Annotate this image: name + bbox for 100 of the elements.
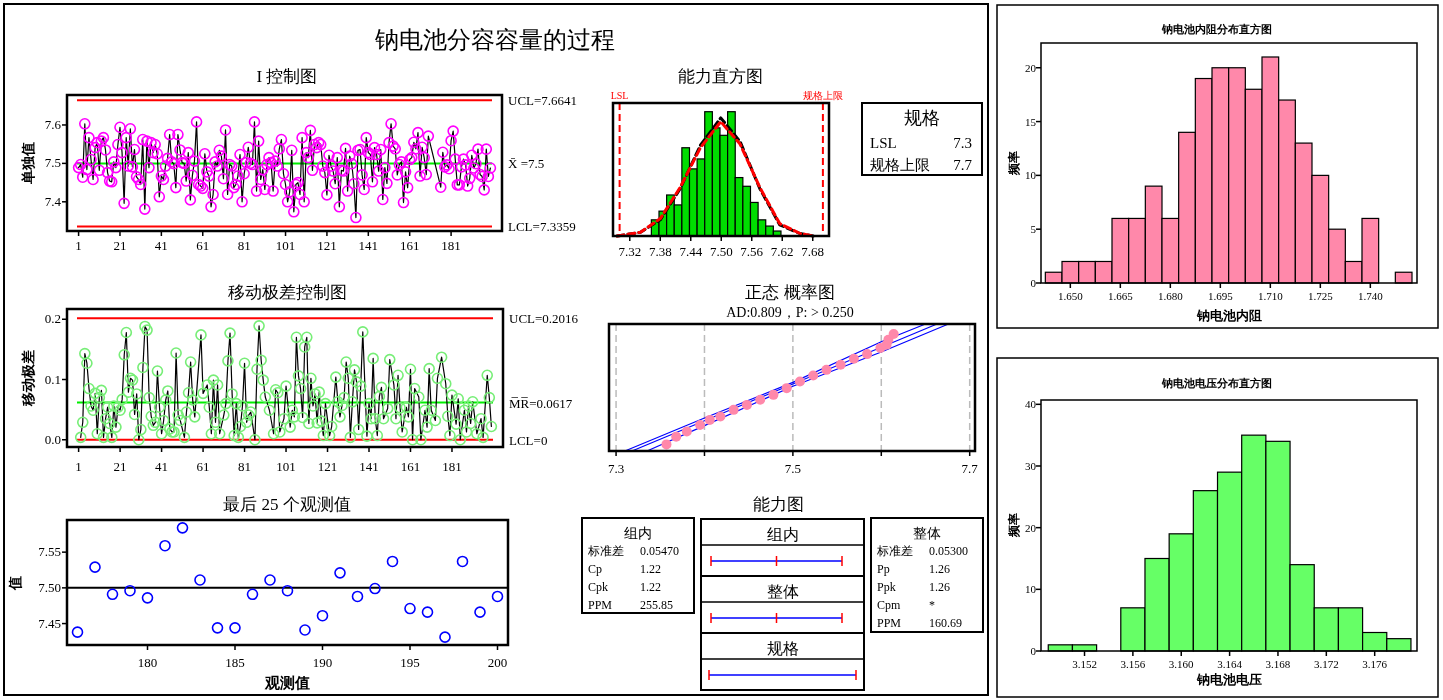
y-tick-label: 7.55 xyxy=(38,544,61,560)
text: 组内 xyxy=(766,526,799,543)
x-tick-label: 141 xyxy=(359,459,379,474)
x-tick-label: 3.156 xyxy=(1120,658,1146,670)
x-tick-label: 185 xyxy=(225,655,245,670)
x-tick-label: 1 xyxy=(75,238,82,253)
text: PPM xyxy=(588,598,613,612)
chart-title: 最后 25 个观测值 xyxy=(223,495,351,514)
y-tick-label: 7.4 xyxy=(44,193,62,209)
text: * xyxy=(929,598,935,612)
text: 整体 xyxy=(913,526,941,541)
text: 0.05470 xyxy=(640,544,679,558)
x-tick-label: 161 xyxy=(400,459,421,474)
y-axis-title: 频率 xyxy=(1007,513,1021,538)
ref-line-label: LCL=7.3359 xyxy=(508,219,576,235)
y-axis-title: 值 xyxy=(8,576,23,591)
x-tick-label: 41 xyxy=(154,238,168,253)
text: 标准差 xyxy=(876,544,913,558)
text: 7.7 xyxy=(953,157,973,173)
ref-line-label: UCL=7.6641 xyxy=(508,93,578,109)
x-tick-label: 3.168 xyxy=(1265,658,1291,670)
chart-title: 能力直方图 xyxy=(677,67,763,86)
x-tick-label: 101 xyxy=(276,459,296,474)
x-tick-label: 7.3 xyxy=(607,461,625,476)
y-tick-label: 0.1 xyxy=(44,371,61,387)
y-tick-label: 7.6 xyxy=(44,116,62,132)
x-tick-label: 81 xyxy=(237,238,251,253)
x-tick-label: 181 xyxy=(441,238,461,253)
x-tick-label: 7.38 xyxy=(648,244,672,259)
ref-line-label: LCL=0 xyxy=(509,432,548,448)
y-axis-title: 频率 xyxy=(1007,151,1021,176)
text: 7.3 xyxy=(953,135,972,151)
x-tick-label: 195 xyxy=(400,655,420,670)
text: Pp xyxy=(877,562,890,576)
x-tick-label: 101 xyxy=(275,238,296,253)
ref-line-label: 规格上限 xyxy=(802,90,843,101)
text: 1.22 xyxy=(640,562,661,576)
x-tick-label: 3.172 xyxy=(1313,658,1339,670)
chart-title: 移动极差控制图 xyxy=(227,283,347,302)
text: 1.22 xyxy=(640,580,661,594)
x-tick-label: 1.650 xyxy=(1057,290,1084,302)
x-tick-label: 7.32 xyxy=(618,244,642,259)
chart-subtitle: I 控制图 xyxy=(256,67,318,86)
chart-title: 钠电池分容容量的过程 xyxy=(374,27,615,53)
text: 255.85 xyxy=(640,598,673,612)
x-tick-label: 3.160 xyxy=(1168,658,1195,670)
text: 160.69 xyxy=(929,616,962,630)
x-tick-label: 1.665 xyxy=(1107,290,1134,302)
y-tick-label: 10 xyxy=(1025,169,1037,182)
x-axis-title: 观测值 xyxy=(263,675,310,691)
x-tick-label: 3.176 xyxy=(1362,658,1388,670)
chart-title: 钠电池电压分布直方图 xyxy=(1161,377,1272,389)
x-tick-label: 7.5 xyxy=(784,461,802,476)
text: Cpm xyxy=(877,598,901,612)
x-tick-label: 181 xyxy=(442,459,462,474)
y-tick-label: 20 xyxy=(1025,61,1037,74)
text: 1.26 xyxy=(929,580,950,594)
x-tick-label: 61 xyxy=(196,238,210,253)
chart-subtitle: AD:0.809，P: > 0.250 xyxy=(726,305,854,320)
x-tick-label: 7.44 xyxy=(679,244,703,259)
x-tick-label: 7.50 xyxy=(709,244,733,259)
x-tick-label: 121 xyxy=(317,459,338,474)
x-tick-label: 21 xyxy=(113,459,127,474)
y-axis-title: 单独值 xyxy=(21,142,36,185)
x-tick-label: 7.56 xyxy=(740,244,764,259)
text: 标准差 xyxy=(587,544,624,558)
x-axis-title: 钠电池电压 xyxy=(1195,672,1262,687)
chart-title: 正态 概率图 xyxy=(745,283,835,302)
x-tick-label: 1.695 xyxy=(1207,290,1234,302)
text: 规格上限 xyxy=(870,157,930,173)
x-tick-label: 41 xyxy=(155,459,169,474)
text: 能力图 xyxy=(752,495,804,514)
chart-title: 钠电池内阻分布直方图 xyxy=(1161,23,1272,35)
x-tick-label: 190 xyxy=(312,655,333,670)
x-axis-title: 钠电池内阻 xyxy=(1195,308,1262,323)
text: 1.26 xyxy=(929,562,950,576)
x-tick-label: 1.740 xyxy=(1357,290,1384,302)
x-tick-label: 3.164 xyxy=(1217,658,1243,670)
x-tick-label: 81 xyxy=(238,459,252,474)
y-tick-label: 7.5 xyxy=(44,155,61,171)
x-tick-label: 161 xyxy=(399,238,420,253)
x-tick-label: 21 xyxy=(113,238,127,253)
x-tick-label: 121 xyxy=(317,238,337,253)
text: 规格 xyxy=(766,640,799,657)
x-tick-label: 1.725 xyxy=(1307,290,1334,302)
text: Cpk xyxy=(588,580,609,594)
y-tick-label: 30 xyxy=(1025,459,1037,472)
text: Ppk xyxy=(877,580,896,594)
y-tick-label: 40 xyxy=(1025,398,1037,411)
y-tick-label: 15 xyxy=(1025,115,1037,128)
ref-line-label: X̄ =7.5 xyxy=(508,156,545,172)
y-tick-label: 0 xyxy=(1030,277,1037,289)
y-tick-label: 10 xyxy=(1025,583,1037,596)
x-tick-label: 7.68 xyxy=(801,244,825,259)
y-tick-label: 20 xyxy=(1025,521,1037,534)
ref-line-label: M̅R̅=0.0617 xyxy=(509,395,573,411)
x-tick-label: 141 xyxy=(358,238,379,253)
x-tick-label: 61 xyxy=(196,459,210,474)
x-tick-label: 200 xyxy=(487,655,508,670)
x-tick-label: 1.680 xyxy=(1157,290,1184,302)
